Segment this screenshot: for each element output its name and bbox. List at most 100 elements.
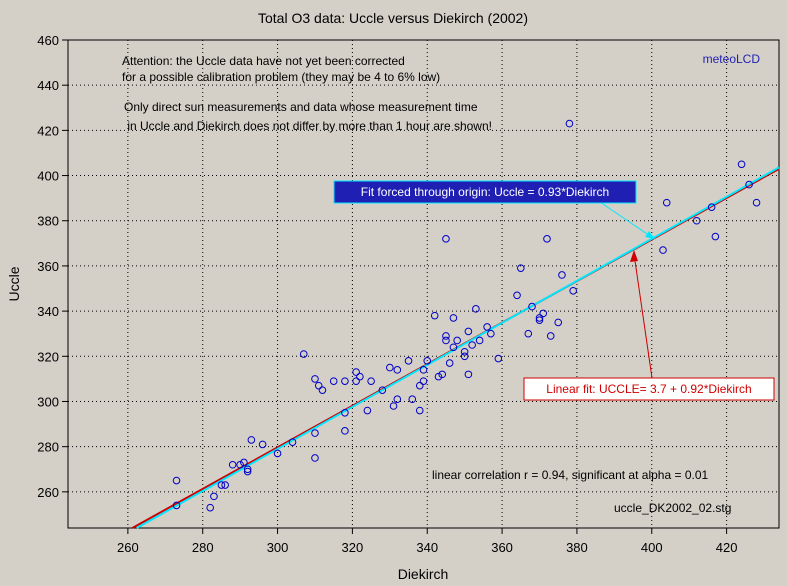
data-point xyxy=(659,246,667,254)
y-tick-label: 280 xyxy=(37,440,59,455)
forced-fit-arrow xyxy=(599,201,654,239)
data-point xyxy=(430,311,439,320)
plot-area: 260 280 300 320 340 360 380 400 420 440 460 260 280… xyxy=(37,33,780,555)
data-point xyxy=(311,375,319,383)
data-point xyxy=(528,302,536,311)
x-tick-label: 420 xyxy=(716,540,738,555)
x-axis: 260 280 300 320 340 360 380 400 420 xyxy=(117,528,737,555)
data-point xyxy=(386,363,394,372)
data-point xyxy=(314,381,323,390)
data-point xyxy=(243,467,252,476)
data-point xyxy=(487,329,495,338)
data-point xyxy=(460,352,469,361)
grid xyxy=(68,39,779,528)
data-point xyxy=(172,476,181,485)
data-point xyxy=(434,372,443,381)
data-point xyxy=(329,377,338,385)
linear-fit-arrowhead xyxy=(630,250,638,262)
x-tick-label: 400 xyxy=(641,540,663,555)
x-tick-label: 260 xyxy=(117,540,139,555)
attention-note-line2: for a possible calibration problem (they… xyxy=(122,70,440,84)
x-tick-label: 320 xyxy=(342,540,364,555)
data-point xyxy=(393,366,402,374)
data-point xyxy=(206,503,214,512)
data-point xyxy=(513,291,521,300)
data-point xyxy=(494,354,503,363)
data-point xyxy=(442,332,450,340)
x-tick-label: 340 xyxy=(416,540,438,555)
data-point xyxy=(711,232,720,241)
data-point xyxy=(341,408,349,417)
data-point xyxy=(524,329,533,338)
y-tick-label: 360 xyxy=(37,259,59,274)
y-tick-label: 260 xyxy=(37,485,59,500)
data-point xyxy=(172,501,181,510)
data-point xyxy=(356,372,364,381)
data-point xyxy=(210,492,218,501)
data-point xyxy=(419,366,428,374)
data-point xyxy=(352,368,360,376)
y-tick-label: 460 xyxy=(37,33,59,48)
correlation-label: linear correlation r = 0.94, significant… xyxy=(432,468,708,482)
filter-note-line1: Only direct sun measurements and data wh… xyxy=(124,100,478,114)
data-point xyxy=(221,481,229,489)
data-point xyxy=(472,305,480,313)
data-point xyxy=(543,235,551,243)
linear-fit-arrow xyxy=(633,253,653,379)
data-point xyxy=(243,465,252,474)
data-point xyxy=(539,309,548,318)
x-tick-label: 300 xyxy=(267,540,289,555)
y-tick-label: 300 xyxy=(37,394,59,409)
data-point xyxy=(442,235,450,243)
data-point xyxy=(460,347,469,356)
data-point xyxy=(393,395,402,404)
x-tick-label: 380 xyxy=(566,540,588,555)
data-point xyxy=(352,377,360,385)
y-tick-label: 400 xyxy=(37,169,59,184)
y-tick-label: 320 xyxy=(37,349,59,364)
data-point xyxy=(228,460,237,469)
data-point xyxy=(445,359,454,367)
forced-fit-arrowhead xyxy=(645,231,655,239)
y-tick-label: 440 xyxy=(37,78,59,93)
data-point xyxy=(288,438,297,446)
data-point xyxy=(240,458,248,467)
data-point xyxy=(217,481,226,489)
data-point xyxy=(535,316,544,324)
data-point xyxy=(453,336,461,345)
data-point xyxy=(258,440,267,449)
data-point xyxy=(546,332,555,340)
data-point xyxy=(236,460,244,469)
attention-note-line1: Attention: the Uccle data have not yet b… xyxy=(122,54,405,68)
data-point xyxy=(367,377,375,385)
data-point xyxy=(475,336,484,345)
linear-fit-label: Linear fit: UCCLE= 3.7 + 0.92*Diekirch xyxy=(546,382,751,396)
data-point xyxy=(419,377,428,385)
x-axis-title: Diekirch xyxy=(398,566,449,582)
linear-fit-label-box xyxy=(523,377,775,401)
y-tick-label: 380 xyxy=(37,214,59,229)
data-point xyxy=(341,377,349,385)
data-point xyxy=(464,327,473,336)
data-point xyxy=(318,386,327,394)
data-point xyxy=(363,406,372,415)
data-point xyxy=(311,429,319,437)
forced-fit-label: Fit forced through origin: Uccle = 0.93*… xyxy=(361,185,609,199)
data-point xyxy=(662,198,671,207)
x-tick-label: 280 xyxy=(192,540,214,555)
data-point xyxy=(378,386,387,394)
y-tick-label: 340 xyxy=(37,304,59,319)
data-point xyxy=(745,180,753,189)
filter-note-line2: in Uccle and Diekirch does not differ by… xyxy=(124,119,492,133)
data-point xyxy=(464,370,473,379)
data-point xyxy=(516,264,525,272)
data-point xyxy=(273,449,282,458)
data-point xyxy=(707,203,716,211)
data-point xyxy=(752,198,761,207)
data-point xyxy=(408,395,417,404)
chart-title: Total O3 data: Uccle versus Diekirch (20… xyxy=(258,10,528,26)
data-point xyxy=(449,343,458,352)
y-axis-title: Uccle xyxy=(6,266,22,301)
data-point xyxy=(311,454,319,462)
